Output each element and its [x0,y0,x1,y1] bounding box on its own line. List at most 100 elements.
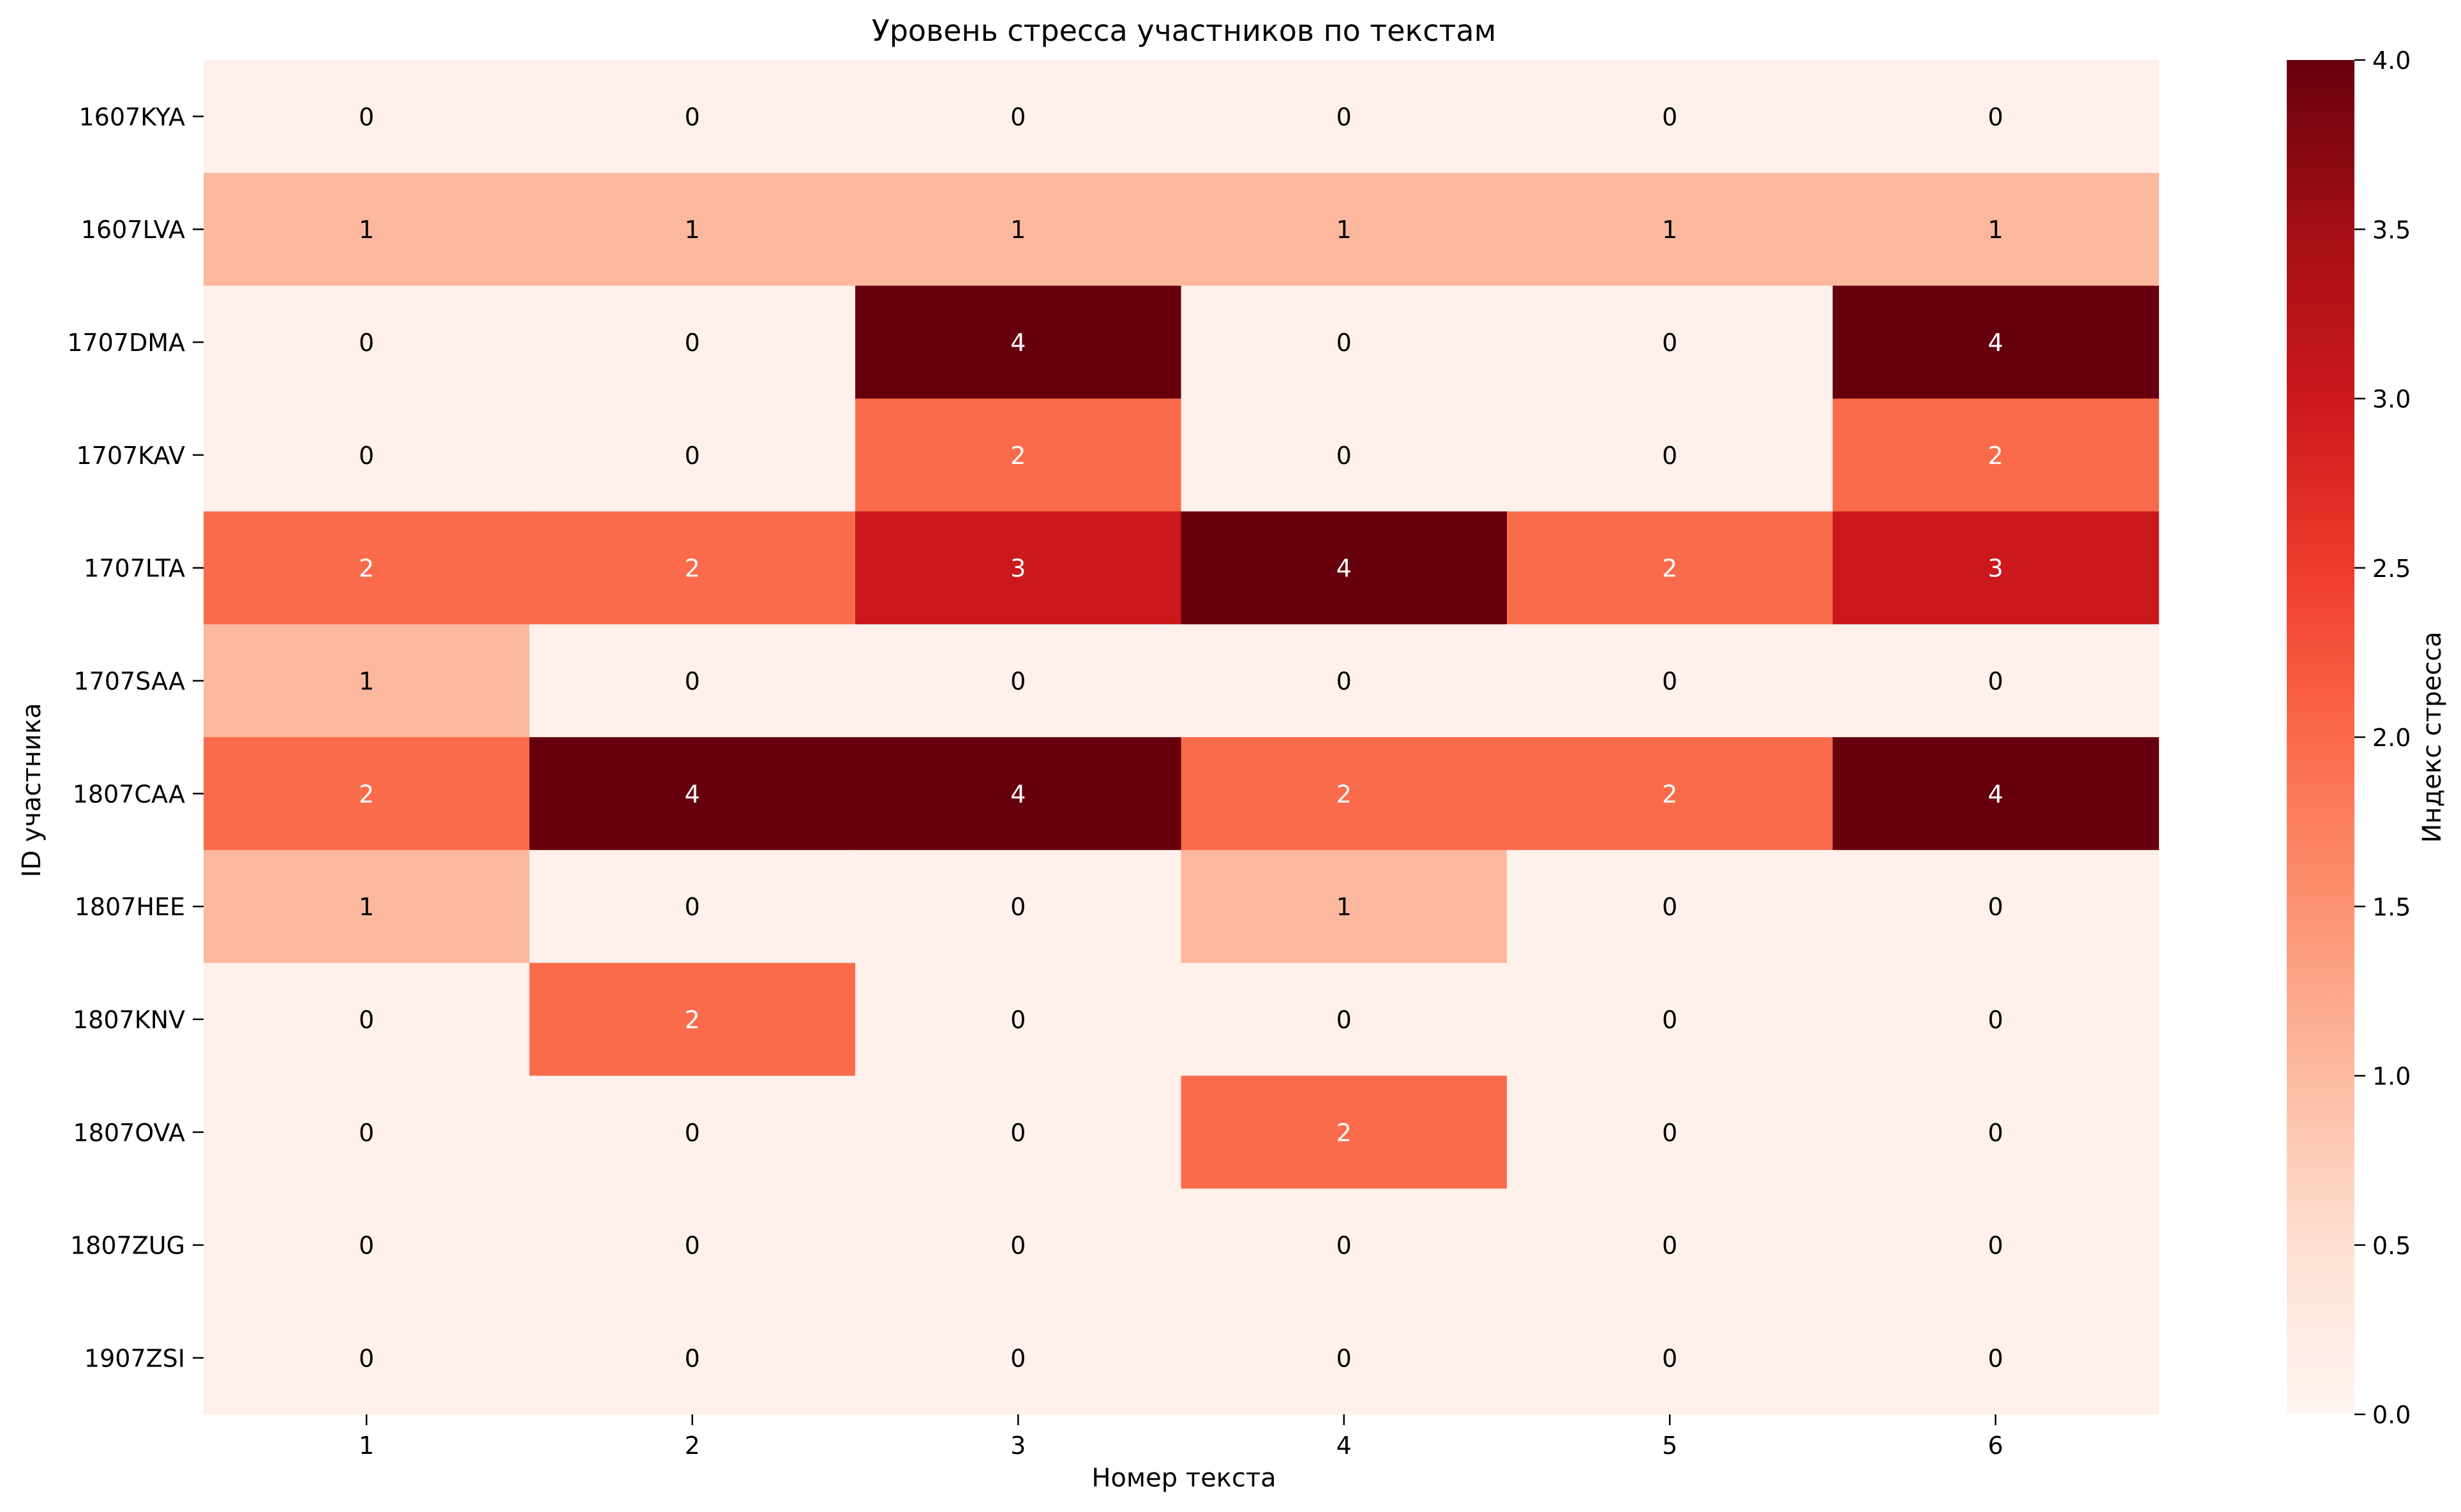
heatmap-cell [1507,172,1834,287]
cell-value-label: 0 [1662,1006,1677,1034]
heatmap-cell [1181,962,1507,1077]
cell-value-label: 1 [1988,216,2003,244]
cell-value-label: 0 [1336,1345,1352,1373]
heatmap-cell [1507,850,1834,964]
heatmap-cell [1507,511,1834,625]
cell-value-label: 0 [1988,103,2003,131]
y-tick-label: 1607KYA [79,103,185,131]
cell-value-label: 0 [359,1232,374,1260]
colorbar-tick-label: 3.0 [2372,385,2411,414]
cell-value-label: 1 [1010,216,1026,244]
cell-value-label: 0 [359,1345,374,1373]
heatmap-cell [1832,962,2159,1077]
cell-value-label: 0 [1010,668,1026,696]
heatmap-cell [204,172,530,287]
cell-value-label: 0 [1662,893,1677,921]
cell-value-label: 2 [359,555,374,583]
heatmap-cell [204,1188,530,1302]
cell-value-label: 0 [1010,1345,1026,1373]
y-tick-label: 1807HEE [75,893,185,921]
y-axis-label: ID участника [17,703,47,877]
heatmap-cell [855,60,1182,174]
y-axis: 1607KYA 1607LVA 1707DMA 1707KAV 1707LTA 1707S… [67,103,204,1373]
cell-value-label: 2 [1988,442,2003,470]
heatmap-cell [1507,1075,1834,1190]
heatmap-cell [1507,60,1834,174]
heatmap-cell [1181,60,1507,174]
colorbar-tick-label: 3.5 [2372,216,2411,244]
cell-value-label: 0 [685,1232,700,1260]
heatmap-cell [204,285,530,400]
x-tick-label: 3 [1010,1432,1026,1460]
cell-value-label: 0 [1988,1006,2003,1034]
heatmap-cell [1181,1301,1507,1415]
heatmap-cell [1507,1188,1834,1302]
x-tick-label: 6 [1988,1432,2003,1460]
heatmap-cell [1832,1188,2159,1302]
cell-value-label: 0 [1662,1119,1677,1147]
heatmap-cell [204,737,530,851]
cell-value-label: 0 [1010,893,1026,921]
heatmap-cells [204,60,2159,1415]
cell-value-label: 0 [359,1006,374,1034]
chart-title: Уровень стресса участников по текстам [872,13,1497,48]
cell-value-label: 2 [359,780,374,808]
cell-value-label: 1 [359,216,374,244]
x-axis-label: Номер текста [1091,1463,1276,1493]
cell-value-label: 2 [1336,780,1352,808]
heatmap-cell [204,962,530,1077]
cell-value-label: 0 [1662,1232,1677,1260]
cell-value-label: 0 [685,1345,700,1373]
colorbar-tick-label: 2.5 [2372,555,2411,583]
cell-value-label: 2 [1336,1119,1352,1147]
heatmap-cell [204,60,530,174]
cell-value-label: 0 [1336,442,1352,470]
y-tick-label: 1907ZSI [84,1345,185,1373]
cell-value-label: 0 [1336,103,1352,131]
y-tick-label: 1807OVA [73,1119,185,1147]
cell-value-label: 4 [1988,780,2003,808]
cell-value-label: 0 [685,1119,700,1147]
cell-value-label: 2 [1662,780,1677,808]
x-tick-label: 1 [359,1432,374,1460]
heatmap-cell [855,285,1182,400]
cell-value-label: 0 [359,1119,374,1147]
cell-value-label: 0 [1336,1006,1352,1034]
cell-value-label: 1 [359,893,374,921]
heatmap-cell [855,172,1182,287]
heatmap-cell [529,511,856,625]
heatmap-cell [1832,850,2159,964]
cell-value-label: 0 [1662,668,1677,696]
cell-value-label: 2 [1662,555,1677,583]
heatmap-cell [1832,398,2159,513]
heatmap-cell [855,1075,1182,1190]
heatmap-cell [204,1075,530,1190]
y-tick-label: 1807KNV [73,1006,185,1034]
cell-value-label: 2 [685,555,700,583]
heatmap-cell [1181,285,1507,400]
heatmap-cell [855,962,1182,1077]
heatmap-cell [529,60,856,174]
colorbar-label: Индекс стресса [2418,632,2447,843]
cell-value-label: 0 [1010,103,1026,131]
cell-value-label: 0 [1662,1345,1677,1373]
heatmap-cell [529,1301,856,1415]
cell-value-label: 1 [685,216,700,244]
cell-value-label: 1 [1336,216,1352,244]
cell-value-label: 0 [1662,329,1677,357]
colorbar-tick-label: 1.0 [2372,1063,2411,1091]
heatmap-cell [1181,624,1507,738]
heatmap-cell [1507,285,1834,400]
x-tick-label: 4 [1336,1432,1352,1460]
heatmap-cell [1507,398,1834,513]
heatmap-cell [1832,1075,2159,1190]
heatmap-cell [1832,172,2159,287]
cell-value-label: 4 [1336,555,1352,583]
x-axis: 1 2 3 4 5 6 [359,1414,2003,1460]
heatmap-cell [1181,1075,1507,1190]
heatmap-cell [529,398,856,513]
cell-value-label: 0 [359,103,374,131]
heatmap-cell [1507,624,1834,738]
cell-value-label: 0 [1988,893,2003,921]
